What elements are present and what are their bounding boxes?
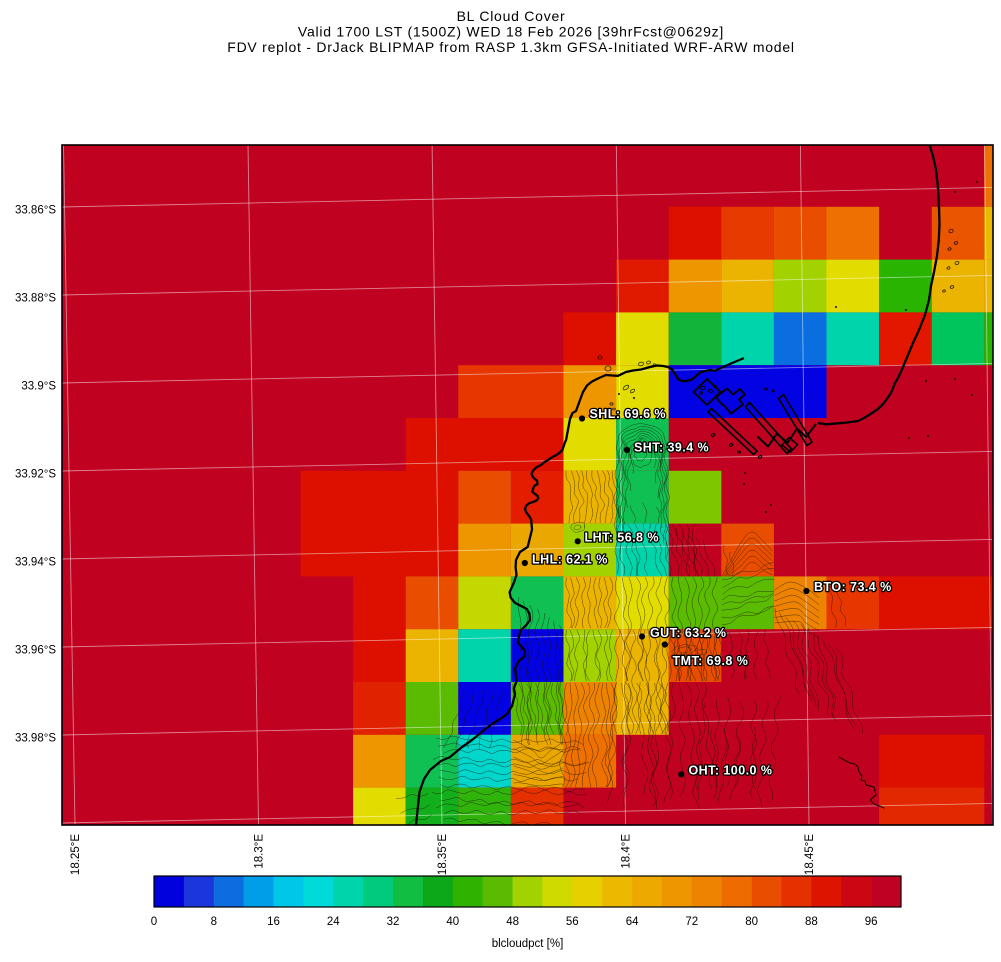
svg-text:32: 32 bbox=[387, 916, 400, 928]
svg-text:Valid 1700 LST (1500Z) WED 18: Valid 1700 LST (1500Z) WED 18 Feb 2026 [… bbox=[298, 24, 724, 40]
svg-text:24: 24 bbox=[327, 916, 340, 928]
svg-text:8: 8 bbox=[211, 916, 217, 928]
svg-text:BTO: 73.4 %: BTO: 73.4 % bbox=[814, 580, 892, 594]
svg-text:40: 40 bbox=[446, 916, 459, 928]
svg-text:LHL: 62.1 %: LHL: 62.1 % bbox=[532, 553, 608, 567]
svg-text:LHT: 56.8 %: LHT: 56.8 % bbox=[585, 531, 659, 545]
svg-text:GUT: 63.2 %: GUT: 63.2 % bbox=[650, 626, 727, 640]
svg-text:64: 64 bbox=[626, 916, 639, 928]
svg-text:33.98°S: 33.98°S bbox=[15, 733, 56, 745]
svg-text:88: 88 bbox=[805, 916, 818, 928]
svg-text:OHT: 100.0 %: OHT: 100.0 % bbox=[689, 764, 773, 778]
svg-text:16: 16 bbox=[267, 916, 280, 928]
svg-text:96: 96 bbox=[865, 916, 878, 928]
svg-text:SHL: 69.6 %: SHL: 69.6 % bbox=[590, 407, 667, 421]
svg-text:18.35°E: 18.35°E bbox=[437, 834, 449, 875]
svg-text:33.86°S: 33.86°S bbox=[15, 205, 56, 217]
svg-text:0: 0 bbox=[151, 916, 157, 928]
svg-text:33.94°S: 33.94°S bbox=[15, 557, 56, 569]
svg-text:33.9°S: 33.9°S bbox=[21, 381, 56, 393]
svg-text:18.25°E: 18.25°E bbox=[70, 834, 82, 875]
svg-text:56: 56 bbox=[566, 916, 579, 928]
svg-text:18.3°E: 18.3°E bbox=[254, 834, 266, 869]
svg-text:BL Cloud Cover: BL Cloud Cover bbox=[457, 8, 566, 24]
svg-text:33.96°S: 33.96°S bbox=[15, 645, 56, 657]
svg-text:blcloudpct [%]: blcloudpct [%] bbox=[492, 938, 564, 950]
svg-text:72: 72 bbox=[685, 916, 698, 928]
svg-text:80: 80 bbox=[745, 916, 758, 928]
svg-text:48: 48 bbox=[506, 916, 519, 928]
svg-text:18.45°E: 18.45°E bbox=[804, 834, 816, 875]
svg-text:18.4°E: 18.4°E bbox=[621, 834, 633, 869]
svg-text:SHT: 39.4 %: SHT: 39.4 % bbox=[634, 441, 709, 455]
svg-text:TMT: 69.8 %: TMT: 69.8 % bbox=[673, 654, 749, 668]
svg-text:33.92°S: 33.92°S bbox=[15, 469, 56, 481]
svg-text:FDV replot - DrJack BLIPMAP fr: FDV replot - DrJack BLIPMAP from RASP 1.… bbox=[227, 39, 794, 55]
svg-text:33.88°S: 33.88°S bbox=[15, 293, 56, 305]
